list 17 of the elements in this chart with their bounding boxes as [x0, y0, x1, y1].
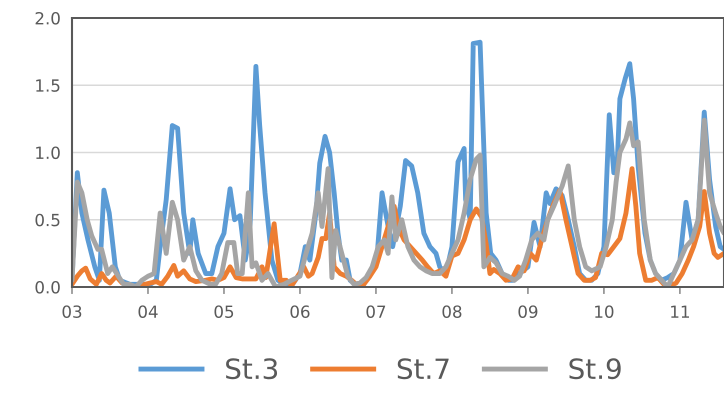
y-tick-label: 1.5: [36, 79, 60, 92]
x-tick-label: 05: [214, 305, 234, 318]
x-tick-label: 04: [138, 305, 158, 318]
legend-label: St.7: [398, 358, 449, 380]
y-tick-label: 2.0: [36, 12, 60, 25]
y-tick-label: 1.0: [36, 146, 60, 160]
legend-label: St.3: [226, 358, 278, 380]
x-tick-label: 07: [366, 305, 386, 318]
legend-label: St.9: [569, 358, 621, 380]
x-tick-label: 09: [518, 305, 538, 318]
x-tick-label: 10: [595, 305, 614, 318]
y-tick-label: 0.5: [35, 214, 60, 226]
y-tick-label: 0.0: [35, 280, 60, 294]
x-tick-label: 08: [442, 305, 462, 318]
x-tick-label: 03: [62, 305, 82, 318]
x-tick-label: 06: [290, 305, 310, 318]
x-tick-label: 11: [671, 306, 689, 318]
